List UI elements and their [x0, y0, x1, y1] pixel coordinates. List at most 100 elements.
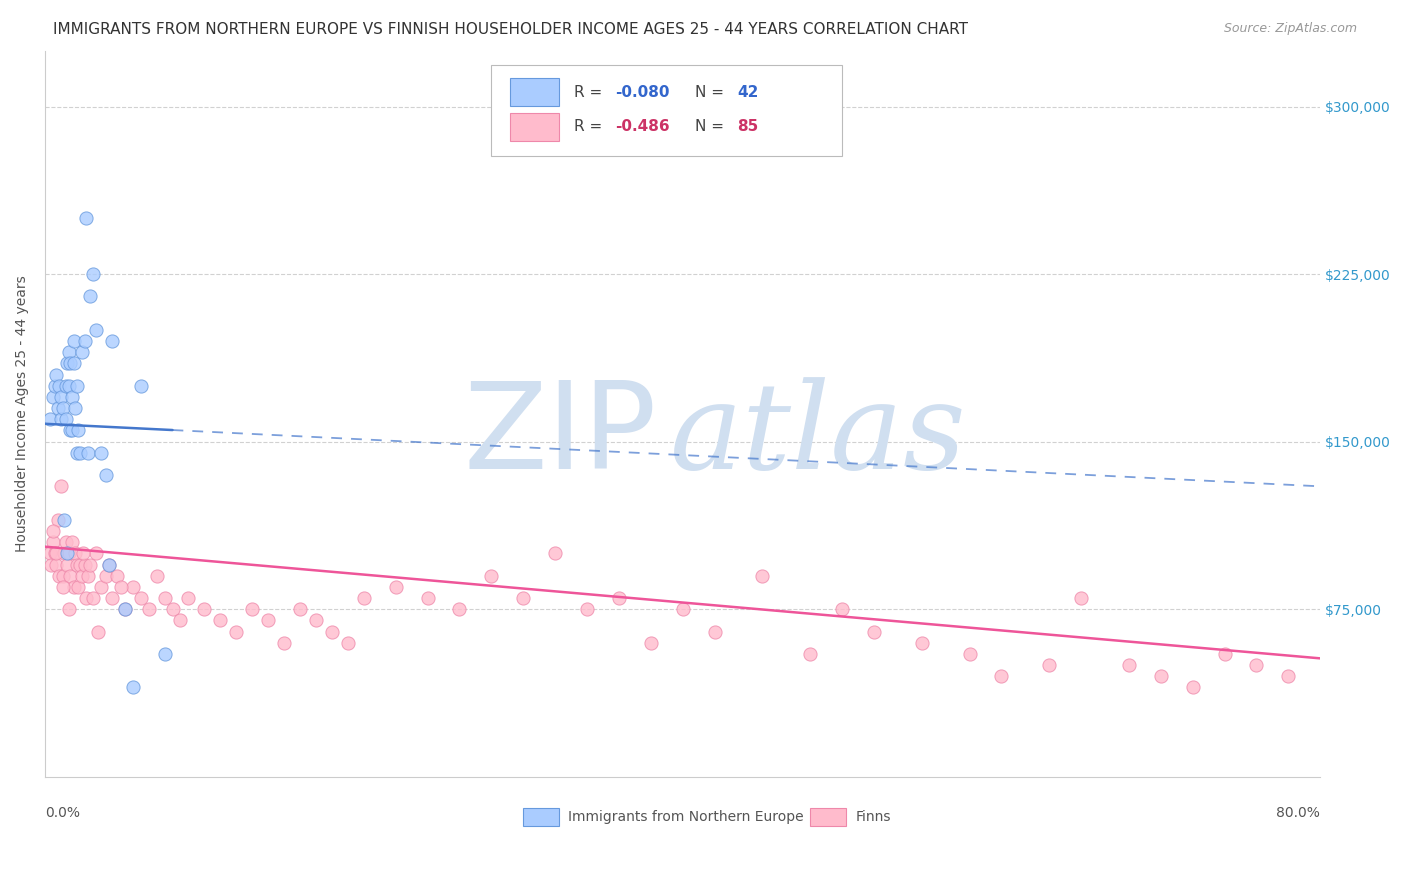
Point — [55, 379, 77, 393]
Point — [105, 568, 128, 582]
Point — [110, 580, 132, 594]
Text: Source: ZipAtlas.com: Source: ZipAtlas.com — [1223, 22, 1357, 36]
Point — [305, 613, 328, 627]
Point — [990, 669, 1012, 683]
Point — [62, 580, 84, 594]
Point — [101, 591, 124, 605]
Point — [75, 211, 97, 226]
FancyBboxPatch shape — [491, 65, 842, 156]
Point — [44, 379, 66, 393]
Point — [59, 356, 82, 370]
Point — [479, 568, 502, 582]
Point — [273, 636, 295, 650]
Point — [70, 568, 93, 582]
Point — [48, 568, 70, 582]
Point — [42, 390, 65, 404]
Point — [384, 580, 406, 594]
Point — [73, 334, 96, 348]
Text: 42: 42 — [738, 85, 759, 100]
Point — [72, 546, 94, 560]
Point — [97, 558, 120, 572]
Point — [321, 624, 343, 639]
Point — [44, 546, 66, 560]
Text: -0.080: -0.080 — [614, 85, 669, 100]
Point — [449, 602, 471, 616]
Point — [1070, 591, 1092, 605]
Point — [90, 446, 112, 460]
FancyBboxPatch shape — [510, 78, 560, 106]
Point — [911, 636, 934, 650]
Point — [82, 267, 104, 281]
Point — [193, 602, 215, 616]
Point — [55, 412, 77, 426]
Point — [66, 379, 89, 393]
Point — [70, 345, 93, 359]
Point — [169, 613, 191, 627]
Point — [79, 289, 101, 303]
Point — [703, 624, 725, 639]
Point — [42, 535, 65, 549]
Point — [45, 546, 67, 560]
Point — [1118, 658, 1140, 673]
Point — [145, 568, 167, 582]
Point — [94, 568, 117, 582]
Text: R =: R = — [574, 85, 607, 100]
Point — [162, 602, 184, 616]
Point — [240, 602, 263, 616]
Point — [38, 546, 60, 560]
Text: 80.0%: 80.0% — [1277, 805, 1320, 820]
Point — [959, 647, 981, 661]
Text: -0.486: -0.486 — [614, 120, 669, 135]
Point — [65, 401, 87, 416]
FancyBboxPatch shape — [523, 808, 560, 826]
Text: N =: N = — [696, 85, 730, 100]
Point — [58, 602, 80, 616]
Point — [42, 524, 65, 538]
Point — [86, 624, 108, 639]
Point — [575, 602, 598, 616]
Point — [94, 468, 117, 483]
Point — [336, 636, 359, 650]
Point — [77, 568, 100, 582]
Point — [60, 424, 83, 438]
Point — [46, 513, 69, 527]
Point — [114, 602, 136, 616]
Text: atlas: atlas — [669, 376, 966, 494]
Point — [49, 479, 72, 493]
Point — [49, 412, 72, 426]
Point — [1150, 669, 1173, 683]
Point — [153, 647, 176, 661]
Point — [77, 446, 100, 460]
Point — [75, 591, 97, 605]
Point — [121, 580, 143, 594]
Point — [45, 558, 67, 572]
Point — [1181, 681, 1204, 695]
Point — [416, 591, 439, 605]
Point — [69, 446, 91, 460]
Point — [1038, 658, 1060, 673]
Point — [59, 568, 82, 582]
Point — [1277, 669, 1299, 683]
Point — [58, 546, 80, 560]
Point — [62, 356, 84, 370]
Point — [60, 535, 83, 549]
Point — [51, 580, 73, 594]
Point — [60, 390, 83, 404]
Point — [225, 624, 247, 639]
Point — [97, 558, 120, 572]
Point — [84, 546, 107, 560]
Point — [45, 368, 67, 382]
Point — [58, 379, 80, 393]
Point — [66, 558, 89, 572]
Point — [209, 613, 232, 627]
Point — [69, 558, 91, 572]
Point — [121, 681, 143, 695]
Point — [49, 390, 72, 404]
Point — [1213, 647, 1236, 661]
Point — [73, 558, 96, 572]
Point — [48, 379, 70, 393]
FancyBboxPatch shape — [810, 808, 846, 826]
Point — [129, 379, 152, 393]
Point — [640, 636, 662, 650]
Point — [65, 546, 87, 560]
